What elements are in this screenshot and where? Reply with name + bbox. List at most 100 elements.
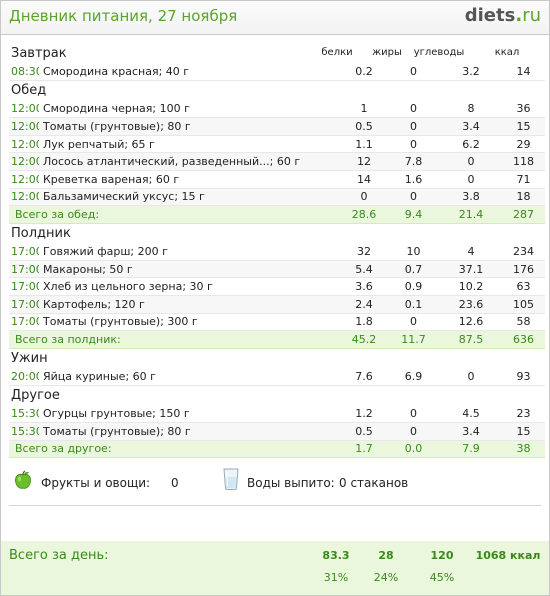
food-time: 17:00: [9, 295, 39, 314]
food-time: 17:00: [9, 313, 39, 332]
food-name[interactable]: Бальзамический уксус; 15 г: [39, 188, 341, 207]
food-fat: 7.8: [387, 152, 440, 171]
food-kcal: 71: [502, 170, 545, 189]
food-kcal: 29: [502, 135, 545, 154]
food-kcal: 15: [502, 117, 545, 136]
day-carbs-percent: 45%: [429, 571, 455, 584]
food-name[interactable]: Томаты (грунтовые); 80 г: [39, 117, 341, 136]
meal-table: 17:00Говяжий фарш; 200 г3210423417:00Мак…: [9, 242, 545, 349]
food-name[interactable]: Огурцы грунтовые; 150 г: [39, 404, 341, 423]
food-protein: 1: [341, 100, 387, 119]
column-kcal: ккал: [494, 47, 520, 58]
food-name[interactable]: Креветка вареная; 60 г: [39, 170, 341, 189]
food-carbs: 0: [440, 367, 502, 386]
logo-main: diets: [464, 5, 516, 26]
food-name[interactable]: Яйца куриные; 60 г: [39, 367, 341, 386]
food-kcal: 18: [502, 188, 545, 207]
food-name[interactable]: Говяжий фарш; 200 г: [39, 242, 341, 261]
food-time: 12:00: [9, 188, 39, 207]
food-row[interactable]: 17:00Хлеб из цельного зерна; 30 г3.60.91…: [9, 277, 545, 297]
meal-total-fat: 11.7: [387, 330, 440, 349]
food-name[interactable]: Смородина черная; 100 г: [39, 100, 341, 119]
food-kcal: 105: [502, 295, 545, 314]
food-fat: 0: [387, 188, 440, 207]
meal-total-fat: 9.4: [387, 205, 440, 224]
food-kcal: 36: [502, 100, 545, 119]
meal-total-kcal: 38: [502, 440, 545, 459]
food-protein: 14: [341, 170, 387, 189]
meal-total-protein: 45.2: [341, 330, 387, 349]
water-label: Воды выпито:: [247, 476, 335, 491]
food-carbs: 12.6: [440, 313, 502, 332]
meal-total-protein: 1.7: [341, 440, 387, 459]
food-fat: 1.6: [387, 170, 440, 189]
food-protein: 1.8: [341, 313, 387, 332]
food-name[interactable]: Томаты (грунтовые); 80 г: [39, 422, 341, 441]
meal-total-carbs: 21.4: [440, 205, 502, 224]
food-fat: 0.9: [387, 277, 440, 297]
column-fat: жиры: [372, 47, 402, 58]
food-fat: 0: [387, 422, 440, 441]
food-time: 12:00: [9, 170, 39, 189]
day-fat-percent: 24%: [373, 571, 399, 584]
food-name[interactable]: Лук репчатый; 65 г: [39, 135, 341, 154]
food-time: 12:00: [9, 135, 39, 154]
food-time: 15:30: [9, 422, 39, 441]
food-time: 20:00: [9, 367, 39, 386]
food-name[interactable]: Лосось атлантический, разведенный...; 60…: [39, 152, 341, 171]
meal-total-carbs: 87.5: [440, 330, 502, 349]
food-time: 12:00: [9, 100, 39, 119]
food-kcal: 93: [502, 367, 545, 386]
food-name[interactable]: Картофель; 120 г: [39, 295, 341, 314]
food-protein: 7.6: [341, 367, 387, 386]
day-total: Всего за день: 83.3 28 120 1068 ккал 31%…: [1, 541, 549, 595]
food-kcal: 15: [502, 422, 545, 441]
food-fat: 0: [387, 100, 440, 119]
food-kcal: 63: [502, 277, 545, 297]
food-row[interactable]: 12:00Лосось атлантический, разведенный..…: [9, 152, 545, 171]
food-protein: 12: [341, 152, 387, 171]
food-time: 12:00: [9, 117, 39, 136]
food-protein: 2.4: [341, 295, 387, 314]
food-protein: 1.2: [341, 404, 387, 423]
site-logo[interactable]: diets.ru: [465, 5, 541, 26]
food-row[interactable]: 15:30Томаты (грунтовые); 80 г0.503.415: [9, 422, 545, 441]
food-carbs: 4.5: [440, 404, 502, 423]
food-name[interactable]: Смородина красная; 40 г: [39, 63, 341, 82]
food-row[interactable]: 12:00Томаты (грунтовые); 80 г0.503.415: [9, 117, 545, 136]
food-protein: 0.5: [341, 422, 387, 441]
food-carbs: 23.6: [440, 295, 502, 314]
food-row[interactable]: 15:30Огурцы грунтовые; 150 г1.204.523: [9, 404, 545, 423]
food-name[interactable]: Хлеб из цельного зерна; 30 г: [39, 277, 341, 297]
food-kcal: 234: [502, 242, 545, 261]
meal-total-kcal: 636: [502, 330, 545, 349]
day-total-fat: 28: [378, 549, 394, 562]
food-row[interactable]: 08:30Смородина красная; 40 г0.203.214: [9, 63, 545, 82]
meal-total-kcal: 287: [502, 205, 545, 224]
food-row[interactable]: 12:00Лук репчатый; 65 г1.106.229: [9, 135, 545, 154]
food-protein: 0: [341, 188, 387, 207]
food-kcal: 58: [502, 313, 545, 332]
food-protein: 0.5: [341, 117, 387, 136]
extras-row: Фрукты и овощи: 0 Воды выпито: 0 стакано…: [9, 466, 541, 507]
meal-table: 12:00Смородина черная; 100 г1083612:00То…: [9, 100, 545, 224]
meal-total-row: Всего за полдник: 45.2 11.7 87.5 636: [9, 330, 545, 349]
page-header: Дневник питания, 27 ноября diets.ru: [1, 1, 549, 35]
food-name[interactable]: Макароны; 50 г: [39, 260, 341, 279]
meal-total-label: Всего за обед:: [9, 205, 341, 224]
food-time: 17:00: [9, 242, 39, 261]
food-fat: 0.1: [387, 295, 440, 314]
food-name[interactable]: Томаты (грунтовые); 300 г: [39, 313, 341, 332]
food-fat: 0: [387, 404, 440, 423]
food-carbs: 3.2: [440, 63, 502, 82]
